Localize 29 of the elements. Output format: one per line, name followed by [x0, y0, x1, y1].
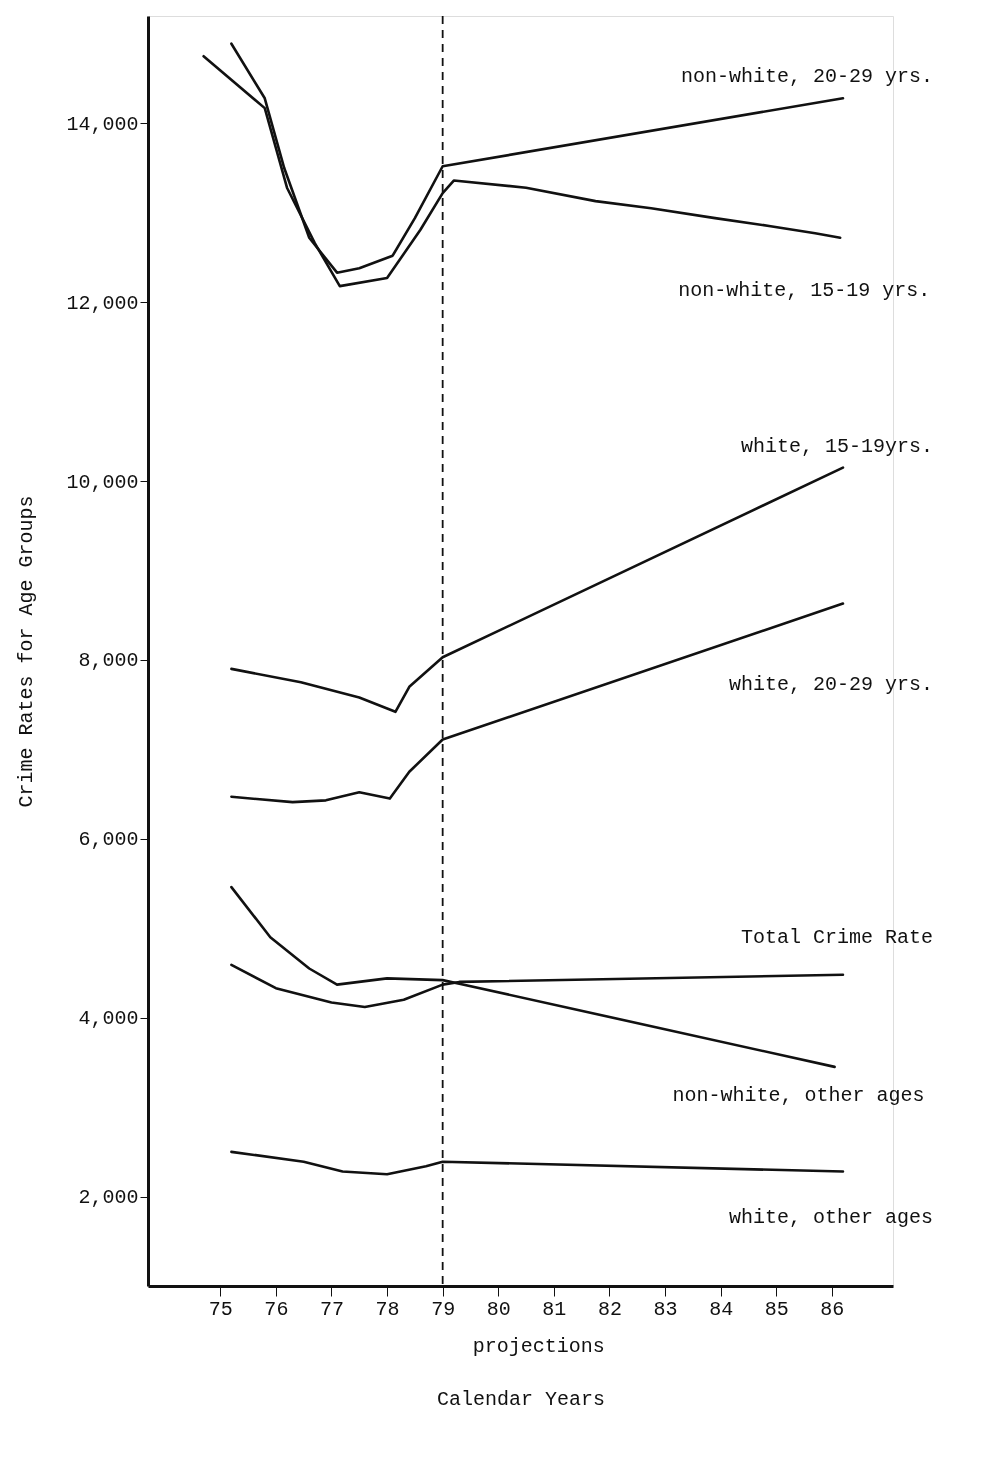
- x-tick-label: 85: [764, 1297, 789, 1321]
- x-tick-label: 75: [208, 1297, 233, 1321]
- series-label: white, 15-19yrs.: [740, 434, 933, 458]
- y-axis-title: Crime Rates for Age Groups: [15, 495, 39, 808]
- x-tick-label: 79: [431, 1297, 456, 1321]
- y-tick-label: 10,000: [66, 470, 139, 494]
- series-label: Total Crime Rate: [740, 925, 933, 949]
- x-tick-label: 84: [709, 1297, 734, 1321]
- x-tick-label: 86: [820, 1297, 845, 1321]
- x-tick-label: 78: [375, 1297, 400, 1321]
- y-tick-label: 4,000: [78, 1007, 139, 1031]
- x-axis-title: Calendar Years: [436, 1387, 606, 1411]
- series-label: white, 20-29 yrs.: [728, 672, 933, 696]
- x-tick-label: 82: [597, 1297, 622, 1321]
- y-tick-label: 12,000: [66, 291, 139, 315]
- y-tick-label: 6,000: [78, 828, 139, 852]
- x-tick-label: 77: [319, 1297, 344, 1321]
- y-tick-label: 8,000: [78, 649, 139, 673]
- x-tick-label: 80: [486, 1297, 511, 1321]
- series-label: non-white, 20-29 yrs.: [680, 65, 933, 89]
- text: non-white, 15-19 yrs.: [678, 278, 931, 302]
- y-tick-label: 14,000: [66, 112, 139, 136]
- series-label: non-white, other ages: [672, 1083, 925, 1107]
- x-tick-label: 76: [264, 1297, 289, 1321]
- ref-line-label: projections: [472, 1335, 605, 1358]
- y-tick-label: 2,000: [78, 1186, 139, 1210]
- x-tick-label: 83: [653, 1297, 678, 1321]
- series-label: white, other ages: [728, 1205, 933, 1229]
- x-tick-label: 81: [542, 1297, 567, 1321]
